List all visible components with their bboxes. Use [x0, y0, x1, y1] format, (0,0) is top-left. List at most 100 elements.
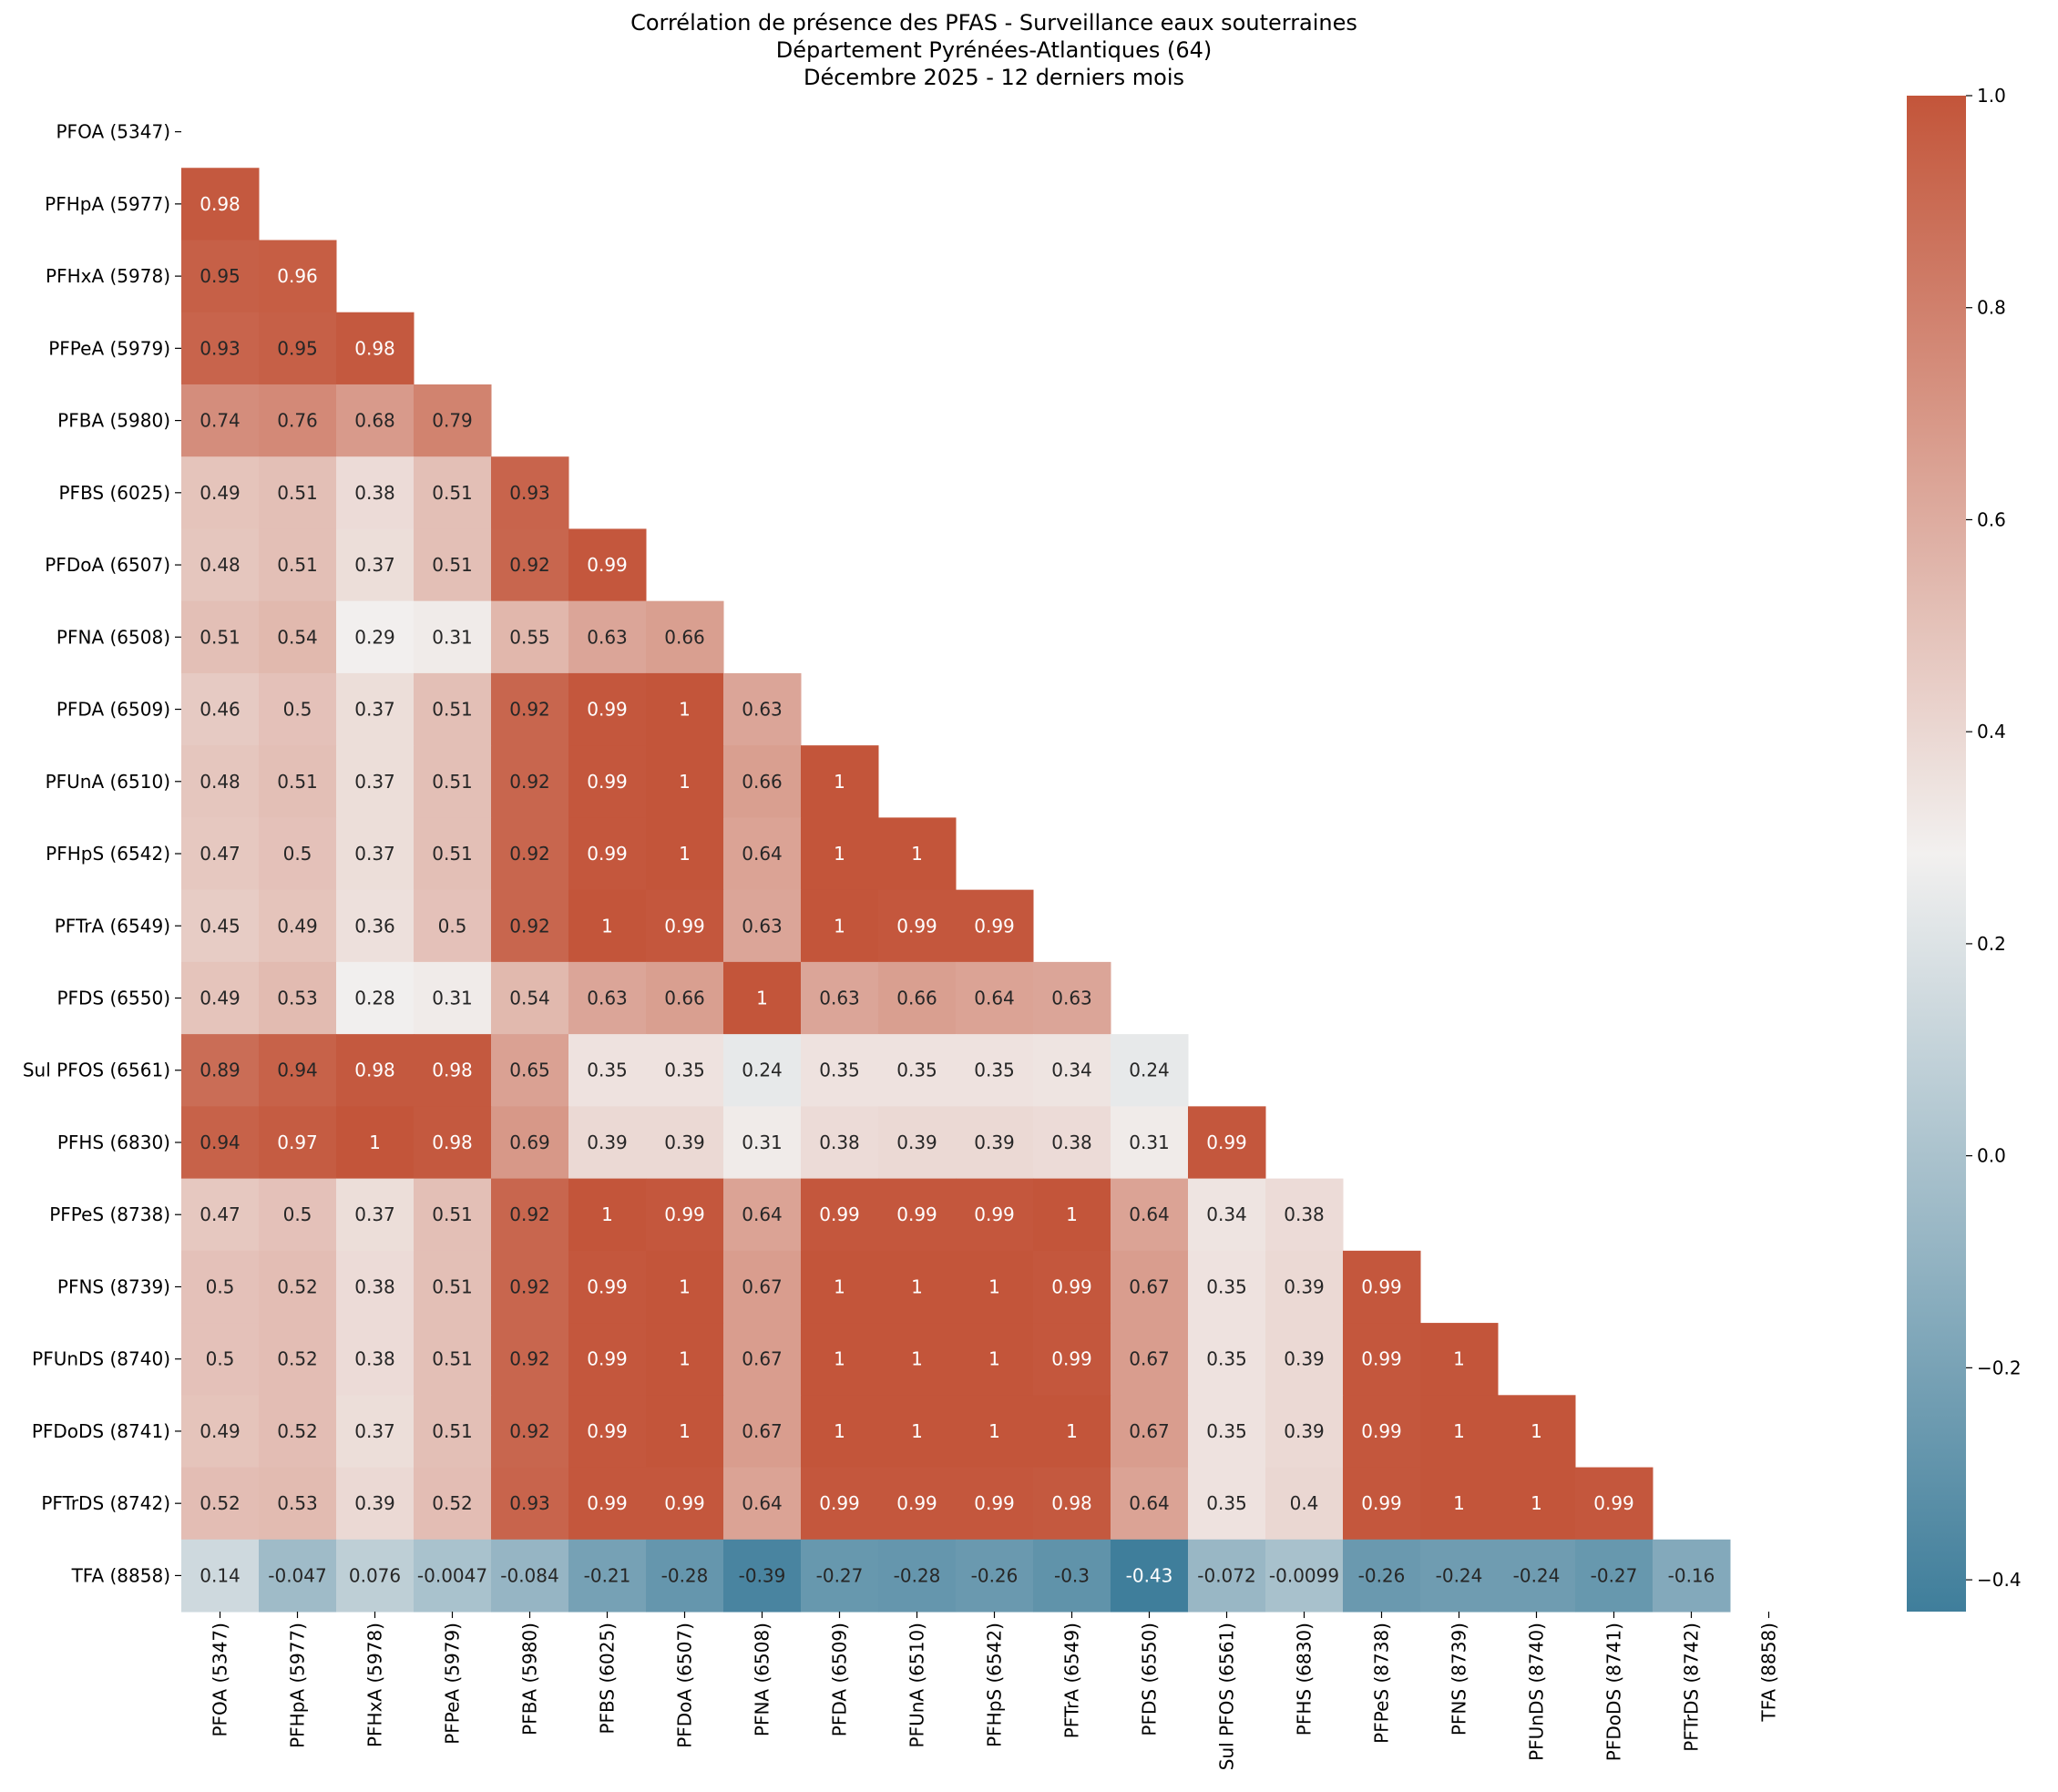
heatmap-cell — [181, 1539, 260, 1613]
cell-value-label: -0.072 — [1197, 1564, 1255, 1586]
heatmap-cell — [414, 1323, 492, 1396]
cell-value-label: 0.66 — [896, 988, 937, 1009]
cell-value-label: 0.93 — [509, 1492, 550, 1514]
cell-value-label: 0.49 — [277, 915, 318, 937]
cell-value-label: -0.26 — [1358, 1564, 1406, 1586]
heatmap-cell — [723, 1467, 802, 1541]
heatmap-cell — [646, 1106, 724, 1180]
cell-value-label: 0.92 — [509, 699, 550, 721]
heatmap-cell — [1498, 1539, 1576, 1613]
cell-value-label: 0.95 — [277, 337, 318, 359]
cell-value-label: 1 — [911, 843, 923, 865]
heatmap-cell — [568, 745, 647, 818]
cell-value-label: 0.49 — [200, 1420, 241, 1442]
heatmap-cell — [956, 1034, 1034, 1107]
heatmap-cell — [646, 1323, 724, 1396]
heatmap-cell — [568, 672, 647, 746]
cell-value-label: 1 — [1453, 1420, 1465, 1442]
heatmap-cell — [336, 1323, 415, 1396]
cell-value-label: 0.51 — [432, 771, 473, 793]
colorbar-gradient — [1907, 96, 1966, 1612]
cell-value-label: 0.34 — [1206, 1203, 1247, 1225]
heatmap-cell — [878, 817, 957, 891]
cell-value-label: 0.5 — [206, 1275, 235, 1297]
heatmap-cell — [568, 1106, 647, 1180]
heatmap-cell — [801, 961, 879, 1035]
cell-value-label: 0.67 — [1129, 1348, 1170, 1370]
cell-value-label: 0.38 — [1051, 1132, 1092, 1153]
heatmap-cell — [723, 1178, 802, 1252]
cell-value-label: 0.39 — [587, 1132, 628, 1153]
heatmap-cell — [336, 1467, 415, 1541]
cell-value-label: -0.16 — [1668, 1564, 1715, 1586]
heatmap-cell — [491, 889, 569, 963]
heatmap-cell — [259, 889, 337, 963]
heatmap-cell — [646, 1034, 724, 1107]
heatmap-cell — [491, 1395, 569, 1469]
heatmap-cell — [646, 1467, 724, 1541]
x-tick-label: TFA (8858) — [1758, 1623, 1780, 1722]
heatmap-cell — [491, 1178, 569, 1252]
heatmap-cell — [414, 889, 492, 963]
heatmap-cell — [646, 1395, 724, 1469]
cell-value-label: 0.51 — [432, 1420, 473, 1442]
y-tick-label: PFHpS (6542) — [46, 843, 170, 865]
cell-value-label: 0.98 — [354, 1060, 395, 1081]
heatmap-cell — [414, 1395, 492, 1469]
cell-value-label: 1 — [1066, 1203, 1078, 1225]
y-tick-label: PFHxA (5978) — [46, 265, 170, 287]
heatmap-cell — [1188, 1250, 1266, 1324]
cell-value-label: 0.97 — [277, 1132, 318, 1153]
heatmap-cell — [878, 1539, 957, 1613]
x-tick-label: Sul PFOS (6561) — [1216, 1623, 1238, 1770]
cell-value-label: -0.084 — [500, 1564, 558, 1586]
heatmap-cell — [723, 1250, 802, 1324]
heatmap-cell — [956, 961, 1034, 1035]
heatmap-cell — [1420, 1467, 1499, 1541]
cell-value-label: 0.47 — [200, 1203, 241, 1225]
cell-value-label: 1 — [834, 1348, 845, 1370]
cell-value-label: 0.51 — [200, 626, 241, 648]
cell-value-label: 0.93 — [200, 337, 241, 359]
heatmap-cell — [956, 1395, 1034, 1469]
cell-value-label: 1 — [369, 1132, 381, 1153]
cell-value-label: 0.29 — [354, 626, 395, 648]
cell-value-label: 0.48 — [200, 554, 241, 576]
cell-value-label: 0.63 — [742, 699, 783, 721]
heatmap-cell — [1033, 1395, 1111, 1469]
heatmap-cell — [336, 384, 415, 457]
x-tick-label: PFPeS (8738) — [1371, 1623, 1393, 1744]
heatmap-cell — [259, 456, 337, 529]
heatmap-cell — [646, 817, 724, 891]
x-tick-label: PFBS (6025) — [597, 1623, 619, 1735]
cell-value-label: 1 — [834, 1420, 845, 1442]
heatmap-cell — [414, 456, 492, 529]
heatmap-cell — [259, 600, 337, 674]
heatmap-cell — [568, 600, 647, 674]
cell-value-label: 0.39 — [664, 1132, 705, 1153]
cell-value-label: 0.98 — [200, 193, 241, 215]
cell-value-label: 0.64 — [742, 843, 783, 865]
heatmap-cell — [491, 1106, 569, 1180]
cell-value-label: 0.52 — [277, 1420, 318, 1442]
cell-value-label: 0.99 — [1051, 1348, 1092, 1370]
heatmap-cell — [646, 672, 724, 746]
heatmap-cell — [1188, 1395, 1266, 1469]
heatmap-cell — [1265, 1178, 1344, 1252]
heatmap-cell — [723, 1106, 802, 1180]
heatmap-cell — [414, 1250, 492, 1324]
y-tick-label: PFNS (8739) — [57, 1275, 170, 1297]
heatmap-cell — [801, 1178, 879, 1252]
cell-value-label: 0.64 — [742, 1492, 783, 1514]
cell-value-label: 0.37 — [354, 843, 395, 865]
cell-value-label: -0.3 — [1054, 1564, 1090, 1586]
x-tick-label: PFHpS (6542) — [984, 1623, 1006, 1747]
heatmap-cell — [568, 1467, 647, 1541]
cell-value-label: 0.5 — [283, 699, 312, 721]
cell-value-label: 0.39 — [1284, 1275, 1325, 1297]
heatmap-cell — [181, 312, 260, 385]
cell-value-label: 1 — [679, 699, 691, 721]
cell-value-label: 0.51 — [432, 843, 473, 865]
cell-value-label: 0.67 — [742, 1275, 783, 1297]
heatmap-cell — [414, 600, 492, 674]
